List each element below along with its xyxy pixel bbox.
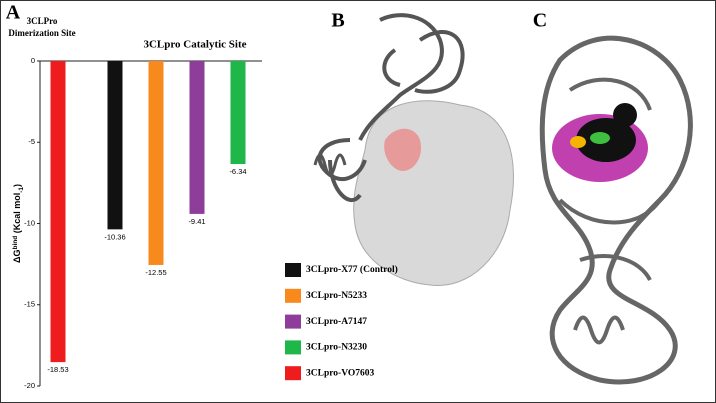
y-axis-label-part: -1	[18, 187, 25, 193]
legend-swatch	[285, 314, 301, 329]
y-tick-label: -10	[24, 218, 35, 227]
legend-swatch	[285, 263, 301, 277]
panel-label: C	[533, 10, 547, 32]
legend-label: 3CLpro-X77 (Control)	[306, 264, 398, 275]
panel-label: B	[331, 10, 344, 32]
group-label: Dimerization Site	[8, 28, 75, 38]
bar	[107, 61, 123, 230]
legend-label: 3CLpro-A7147	[306, 317, 367, 327]
bar	[148, 61, 164, 265]
bar	[230, 61, 246, 165]
group-label: 3CLPro	[27, 16, 58, 26]
y-tick-label: 0	[31, 56, 35, 65]
legend-label: 3CLpro-VO7603	[306, 368, 374, 378]
bar	[50, 61, 66, 363]
value-label: -18.53	[47, 365, 68, 374]
group-label: 3CLpro Catalytic Site	[143, 39, 246, 51]
panel-c-structure	[539, 35, 693, 385]
panel-label: A	[6, 2, 21, 24]
value-label: -6.34	[229, 167, 246, 176]
y-axis-label-part: (Kcal mol	[12, 193, 22, 236]
y-axis-label-part: )	[12, 184, 22, 187]
value-label: -10.36	[104, 232, 125, 241]
panel-b-structure	[313, 13, 514, 286]
legend-swatch	[285, 366, 301, 381]
y-axis-label-part: bind	[12, 236, 19, 250]
y-tick-label: -15	[24, 300, 35, 309]
legend-swatch	[285, 340, 301, 355]
value-label: -12.55	[145, 268, 166, 277]
y-tick-label: -5	[28, 137, 35, 146]
value-label: -9.41	[188, 217, 205, 226]
y-axis-label-part: ΔG	[12, 250, 22, 263]
bar	[189, 61, 205, 214]
legend-swatch	[285, 288, 301, 303]
legend-label: 3CLpro-N3230	[306, 343, 367, 353]
y-axis-label: ΔGbind (Kcal mol-1)	[12, 184, 25, 263]
legend-label: 3CLpro-N5233	[306, 291, 367, 301]
y-tick-label: -20	[24, 381, 35, 390]
